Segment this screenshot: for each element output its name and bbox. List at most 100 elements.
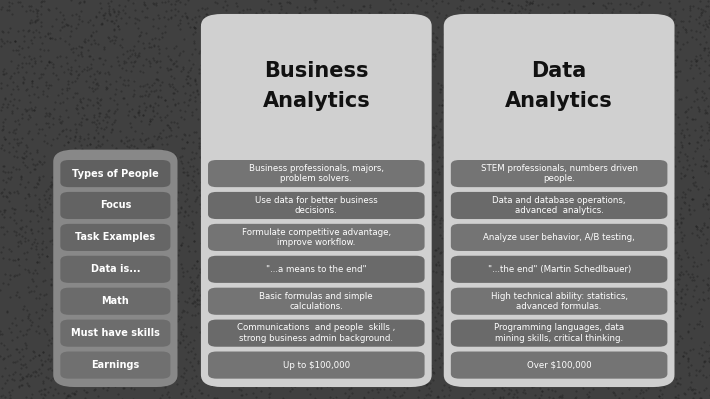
Point: [494, 240, 506, 247]
Point: [520, 187, 531, 194]
Point: [336, 179, 347, 185]
Point: [244, 317, 256, 324]
Point: [3, 371, 14, 378]
Point: [254, 66, 266, 72]
Point: [703, 103, 710, 109]
Point: [322, 383, 333, 389]
Point: [674, 0, 685, 5]
Point: [537, 40, 548, 46]
Point: [0, 168, 9, 174]
Point: [462, 113, 474, 120]
Point: [44, 201, 55, 207]
Point: [91, 117, 102, 123]
Point: [193, 296, 204, 303]
Point: [625, 81, 636, 88]
Point: [300, 219, 312, 226]
Point: [445, 335, 457, 341]
Point: [442, 365, 453, 371]
Point: [143, 134, 154, 141]
Point: [31, 235, 42, 241]
Point: [359, 269, 371, 276]
Point: [57, 162, 68, 169]
Point: [520, 241, 531, 247]
Point: [494, 15, 506, 21]
Point: [500, 45, 511, 52]
Point: [602, 385, 613, 391]
Point: [271, 86, 283, 93]
Point: [273, 0, 285, 6]
Point: [105, 307, 116, 314]
Point: [5, 176, 16, 183]
Point: [207, 200, 218, 206]
Point: [4, 352, 16, 358]
Point: [151, 353, 162, 359]
Point: [148, 79, 159, 86]
Point: [353, 51, 364, 58]
Point: [362, 337, 373, 344]
Point: [599, 159, 610, 166]
Point: [674, 28, 686, 34]
Point: [605, 284, 616, 290]
Point: [395, 248, 407, 255]
Point: [129, 386, 140, 393]
Point: [384, 137, 395, 143]
Point: [133, 267, 144, 273]
Point: [370, 240, 381, 246]
Point: [209, 321, 221, 327]
Point: [188, 230, 200, 237]
Point: [128, 268, 139, 274]
Point: [188, 148, 200, 154]
Point: [260, 31, 271, 37]
Point: [356, 301, 367, 307]
Point: [433, 79, 444, 85]
Point: [679, 194, 691, 200]
Point: [476, 241, 488, 247]
Point: [544, 348, 555, 354]
Point: [534, 40, 545, 47]
Point: [696, 163, 707, 169]
Point: [116, 224, 128, 230]
Point: [33, 371, 44, 378]
Point: [675, 170, 687, 176]
Point: [171, 195, 182, 201]
Point: [525, 224, 536, 231]
Point: [654, 230, 665, 236]
Point: [387, 23, 398, 30]
Point: [498, 232, 510, 238]
Point: [171, 205, 182, 212]
Point: [519, 373, 530, 380]
Point: [452, 250, 463, 257]
Point: [129, 20, 141, 26]
Point: [172, 87, 183, 94]
Point: [704, 20, 710, 26]
Point: [503, 129, 515, 135]
Point: [681, 166, 692, 172]
Point: [106, 266, 118, 272]
Point: [435, 295, 446, 301]
Point: [616, 229, 627, 236]
Point: [460, 291, 471, 298]
Point: [608, 109, 620, 115]
Point: [536, 371, 547, 377]
Point: [507, 29, 518, 35]
Point: [13, 271, 25, 277]
Point: [362, 374, 373, 381]
Point: [210, 377, 222, 383]
Point: [586, 304, 598, 310]
Point: [690, 385, 701, 391]
Point: [430, 189, 442, 196]
Point: [279, 97, 290, 104]
Point: [534, 385, 545, 391]
Point: [653, 210, 665, 217]
Point: [630, 263, 641, 269]
Point: [629, 192, 640, 199]
Point: [450, 149, 462, 155]
Point: [405, 316, 417, 323]
Point: [6, 320, 18, 326]
Point: [246, 304, 257, 310]
Point: [320, 182, 331, 188]
Point: [224, 276, 236, 282]
Point: [105, 306, 116, 312]
Point: [244, 308, 256, 314]
Point: [342, 83, 353, 89]
